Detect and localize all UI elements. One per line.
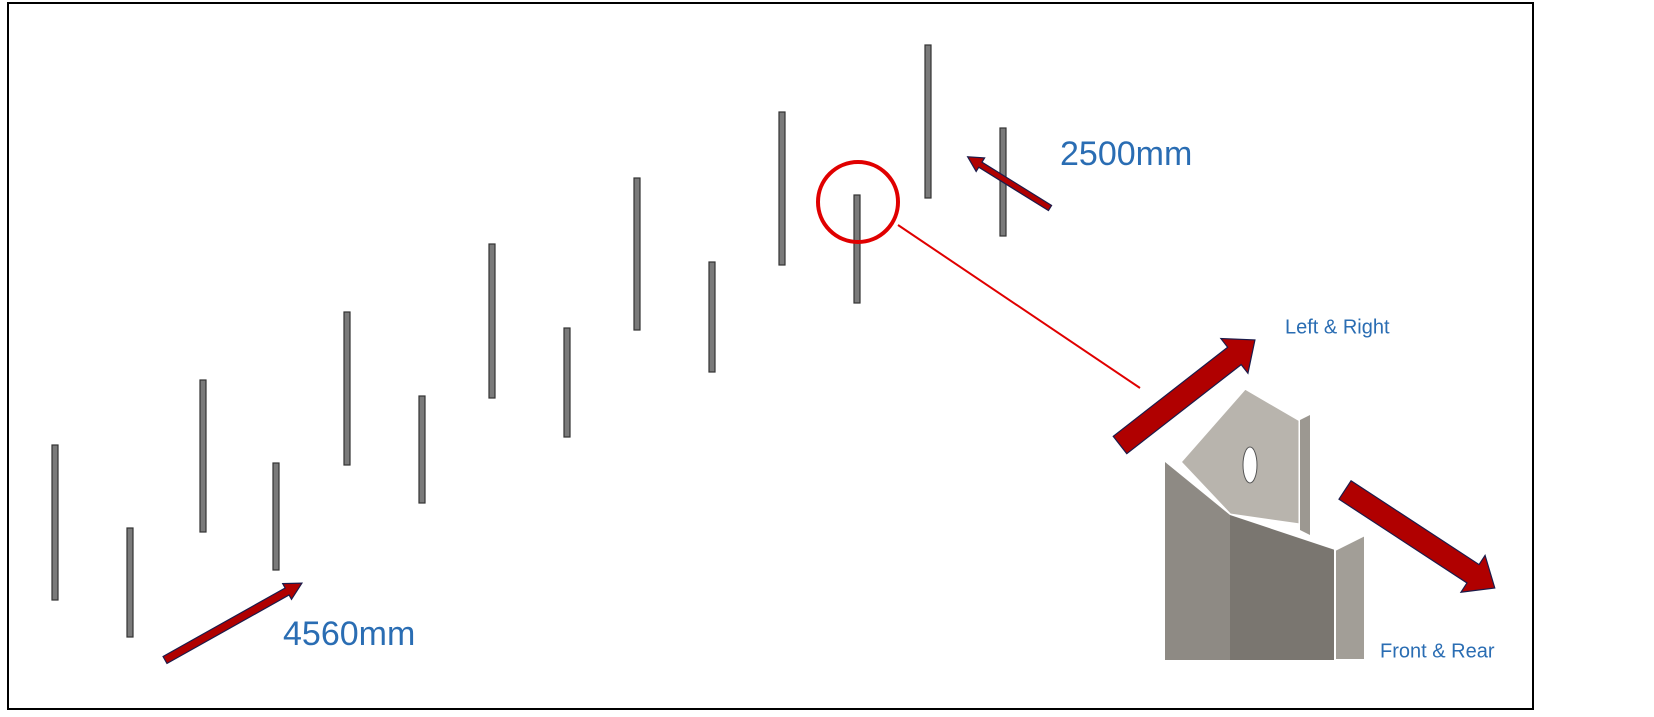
post — [127, 528, 133, 637]
post — [709, 262, 715, 372]
dimension-label: 4560mm — [283, 615, 415, 653]
post — [273, 463, 279, 570]
post — [344, 312, 350, 465]
direction-label: Left & Right — [1285, 316, 1390, 338]
post — [634, 178, 640, 330]
post — [52, 445, 58, 600]
post — [854, 195, 860, 303]
post — [419, 396, 425, 503]
dimension-label: 2500mm — [1060, 135, 1192, 173]
diagram: 4560mm 2500mm Left & Right Front & Rear — [0, 0, 1654, 717]
channel-lip — [1300, 415, 1310, 535]
direction-label: Front & Rear — [1380, 640, 1495, 662]
channel-return — [1335, 535, 1365, 660]
slot — [1243, 447, 1257, 483]
post — [200, 380, 206, 532]
post — [489, 244, 495, 398]
post — [779, 112, 785, 265]
post — [925, 45, 931, 198]
post — [564, 328, 570, 437]
